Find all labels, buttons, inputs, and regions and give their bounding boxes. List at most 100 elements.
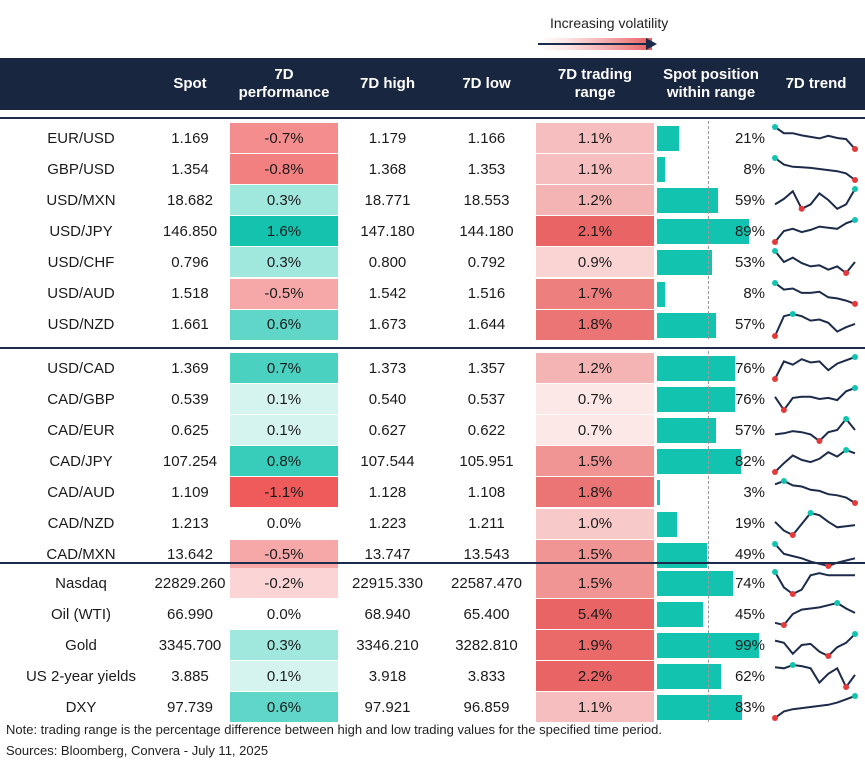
row-label: USD/CAD — [47, 359, 115, 377]
spot-position-bar — [657, 219, 749, 245]
trend-max-point — [852, 354, 858, 360]
spot-value: 1.518 — [171, 285, 209, 302]
row-label: CAD/AUD — [47, 483, 115, 501]
trend-max-point — [772, 569, 778, 575]
header-high-label: 7D high — [360, 75, 415, 92]
spot-position: 89% — [657, 216, 767, 246]
spot-position: 57% — [657, 310, 767, 340]
low-value: 0.792 — [467, 253, 506, 271]
trend-sparkline — [772, 540, 856, 569]
low-value: 1.357 — [467, 359, 506, 377]
trading-range-value: 1.8% — [536, 477, 654, 508]
spot-position-value: 62% — [734, 667, 765, 685]
performance-value: 0.1% — [230, 661, 338, 692]
low-value: 22587.470 — [451, 574, 522, 592]
high-value: 1.179 — [368, 129, 407, 147]
table-row: USD/CAD 1.369 0.7% 1.373 1.357 1.2% 76% — [0, 353, 865, 384]
spot-position-bar — [657, 188, 718, 214]
group-separator — [0, 347, 865, 349]
table-row: US 2-year yields 3.885 0.1% 3.918 3.833 2.2% 6… — [0, 661, 865, 692]
spot-position-value: 99% — [734, 636, 765, 654]
spot-position: 59% — [657, 185, 767, 215]
spot-position: 83% — [657, 692, 767, 722]
spot-position: 49% — [657, 540, 767, 570]
row-label: GBP/USD — [47, 160, 115, 178]
header-range-line2: range — [574, 84, 616, 101]
trend-line — [774, 356, 856, 380]
trend-sparkline — [772, 279, 858, 307]
performance-value: -0.2% — [230, 568, 338, 598]
trend-line — [774, 480, 856, 505]
low-value: 144.180 — [459, 222, 514, 240]
performance-value: 0.1% — [230, 415, 338, 446]
row-label: Nasdaq — [55, 574, 107, 592]
high-value: 3.918 — [368, 667, 407, 685]
spot-position: 82% — [657, 446, 767, 476]
spot-position: 21% — [657, 123, 767, 153]
trading-range-value: 1.5% — [536, 568, 654, 598]
trading-range-value: 1.5% — [536, 539, 654, 570]
trend-min-point — [789, 531, 796, 538]
trend-line — [774, 312, 856, 337]
header-position: Spot position within range — [655, 58, 767, 110]
performance-value: 0.7% — [230, 353, 338, 383]
row-label: USD/JPY — [49, 222, 113, 240]
low-value: 3.833 — [467, 667, 506, 685]
trading-range-value: 1.1% — [536, 123, 654, 153]
performance-value: 0.0% — [230, 599, 338, 630]
spot-position: 8% — [657, 154, 767, 184]
spot-value: 22829.260 — [154, 574, 226, 592]
trading-range-value: 1.0% — [536, 508, 654, 539]
table-row: Nasdaq 22829.260 -0.2% 22915.330 22587.470 1.… — [0, 568, 865, 599]
low-value: 65.400 — [463, 605, 510, 623]
trading-range-value: 1.2% — [536, 185, 654, 216]
trend-min-point — [852, 500, 858, 507]
trend-line — [774, 571, 855, 596]
trend-min-point — [780, 622, 787, 629]
spot-value: 3345.700 — [158, 636, 222, 654]
table-row: USD/CHF 0.796 0.3% 0.800 0.792 0.9% 53% — [0, 247, 865, 278]
header-performance-line2: performance — [238, 84, 330, 101]
spot-position-value: 89% — [734, 222, 765, 240]
trend-max-point — [834, 600, 841, 607]
trading-range-value: 1.7% — [536, 278, 654, 309]
header-position-line1: Spot position — [663, 66, 759, 83]
high-value: 68.940 — [364, 605, 411, 623]
high-value: 1.373 — [368, 359, 407, 377]
high-value: 147.180 — [360, 222, 415, 240]
trend-min-point — [772, 332, 778, 339]
performance-value: 0.3% — [230, 185, 338, 216]
high-value: 1.368 — [368, 160, 407, 178]
trend-max-point — [772, 279, 778, 286]
trend-line — [774, 188, 856, 211]
header-range-line1: 7D trading — [557, 66, 633, 83]
trend-max-point — [772, 540, 778, 547]
spot-position-bar — [657, 356, 736, 381]
header-position-line2: within range — [666, 84, 756, 101]
trading-range-value: 1.8% — [536, 309, 654, 340]
low-value: 18.553 — [463, 191, 510, 209]
trend-sparkline — [772, 124, 858, 152]
trend-line — [774, 250, 856, 275]
table-row: CAD/NZD 1.213 0.0% 1.223 1.211 1.0% 19% — [0, 508, 865, 540]
trend-max-point — [843, 447, 850, 454]
table-row: GBP/USD 1.354 -0.8% 1.368 1.353 1.1% 8% — [0, 154, 865, 185]
row-label: USD/AUD — [47, 285, 115, 302]
trend-max-point — [852, 693, 858, 700]
trend-min-point — [843, 270, 850, 277]
trend-max-point — [852, 217, 858, 224]
spot-position-value: 21% — [734, 129, 765, 147]
performance-value: -0.5% — [230, 278, 338, 309]
header-performance-line1: 7D — [274, 66, 294, 83]
performance-value: -0.8% — [230, 154, 338, 185]
trend-max-point — [772, 248, 778, 255]
low-value: 3282.810 — [455, 636, 518, 654]
performance-value: -0.7% — [230, 123, 338, 153]
spot-position: 99% — [657, 630, 767, 660]
performance-value: 0.3% — [230, 247, 338, 278]
trading-range-value: 0.9% — [536, 247, 654, 278]
trend-sparkline — [774, 509, 856, 538]
row-label: USD/NZD — [47, 316, 115, 334]
spot-position: 57% — [657, 415, 767, 445]
spot-position-bar — [657, 633, 759, 659]
